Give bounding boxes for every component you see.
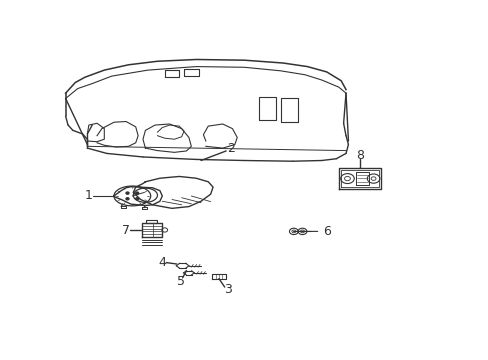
Text: 8: 8 (355, 149, 363, 162)
Text: 3: 3 (223, 283, 231, 296)
Circle shape (136, 198, 138, 200)
Circle shape (126, 192, 129, 194)
Text: 5: 5 (176, 275, 184, 288)
Text: 4: 4 (158, 256, 166, 269)
Circle shape (126, 198, 129, 200)
Text: 1: 1 (85, 189, 93, 202)
Text: 7: 7 (122, 224, 130, 237)
Circle shape (136, 192, 138, 194)
Text: 2: 2 (226, 142, 234, 155)
Text: 6: 6 (296, 225, 330, 238)
